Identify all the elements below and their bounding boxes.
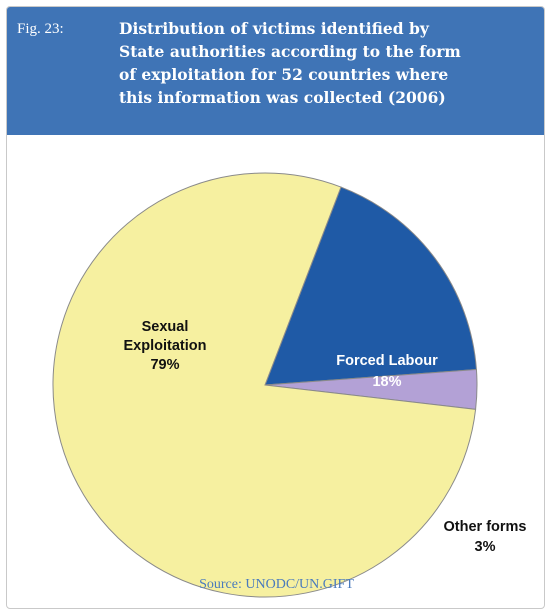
label-forced-labour-line: 18% (372, 374, 401, 390)
label-forced-labour: Forced Labour 18% (336, 353, 438, 390)
label-sexual-exploitation-line: Exploitation (124, 338, 207, 354)
pie-labels: Sexual Exploitation 79% Forced Labour 18% Oth… (124, 319, 527, 555)
figure-number: Fig. 23: (17, 21, 64, 37)
title-line-1: Distribution of victims identified by (119, 19, 429, 38)
figure-header: Fig. 23: Distribution of victims identif… (7, 7, 544, 135)
figure-panel: Fig. 23: Distribution of victims identif… (6, 6, 545, 609)
title-line-2: State authorities according to the form (119, 42, 461, 61)
chart-title: Distribution of victims identified by St… (119, 17, 534, 109)
label-sexual-exploitation: Sexual Exploitation 79% (124, 319, 207, 373)
label-other-forms-line: 3% (475, 539, 496, 555)
label-other-forms-line: Other forms (444, 519, 527, 535)
label-forced-labour-line: Forced Labour (336, 353, 438, 369)
source-note: Source: UNODC/UN.GIFT (199, 577, 354, 592)
slice-sexual-exploitation (52, 172, 477, 598)
label-other-forms: Other forms 3% (444, 519, 527, 555)
slice-forced-labour (264, 186, 477, 386)
label-sexual-exploitation-line: Sexual (142, 319, 189, 335)
pie-chart: Sexual Exploitation 79% Forced Labour 18% Oth… (52, 172, 527, 598)
title-line-3: of exploitation for 52 countries where (119, 65, 449, 84)
pie-slices (52, 172, 478, 598)
label-sexual-exploitation-line: 79% (150, 357, 179, 373)
title-line-4: this information was collected (2006) (119, 88, 446, 107)
